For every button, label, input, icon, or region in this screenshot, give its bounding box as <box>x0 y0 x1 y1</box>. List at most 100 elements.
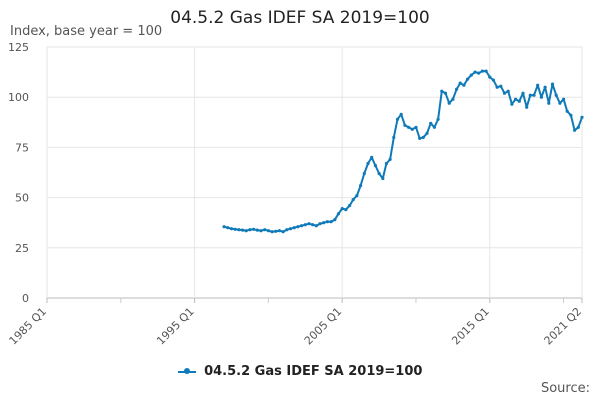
data-point <box>436 117 440 121</box>
data-point <box>536 83 540 87</box>
data-point <box>288 227 293 231</box>
x-tick-label: 2015 Q1 <box>449 305 492 348</box>
legend-entry: 04.5.2 Gas IDEF SA 2019=100 <box>204 364 423 379</box>
y-axis: 0 25 50 75 100 125 <box>8 41 29 305</box>
data-point <box>469 73 473 77</box>
data-point <box>277 229 281 233</box>
data-point <box>443 91 448 95</box>
data-point <box>477 71 481 75</box>
data-point <box>340 207 344 211</box>
data-point <box>580 115 584 119</box>
data-point <box>384 161 388 166</box>
data-point <box>558 101 562 105</box>
data-point <box>307 222 311 226</box>
data-point <box>373 163 377 168</box>
grid-lines <box>46 46 583 299</box>
data-point <box>259 229 263 233</box>
data-point <box>285 228 289 232</box>
data-point <box>432 125 436 129</box>
legend-swatch-icon <box>177 367 196 374</box>
data-point <box>336 212 341 216</box>
data-point <box>333 218 337 222</box>
legend[interactable]: 04.5.2 Gas IDEF SA 2019=100 <box>0 364 600 379</box>
data-point <box>266 229 270 233</box>
data-point <box>263 228 267 232</box>
x-axis: 1985 Q1 1995 Q1 2005 Q1 2015 Q1 2021 Q2 <box>7 298 585 348</box>
y-tick-label: 100 <box>8 91 29 104</box>
x-tick-label: 2005 Q1 <box>302 305 345 348</box>
data-point <box>300 224 304 228</box>
y-axis-label: Index, base year = 100 <box>10 24 163 39</box>
series-layer <box>222 69 584 234</box>
y-tick-label: 25 <box>15 242 29 255</box>
data-point <box>421 135 425 139</box>
data-point <box>407 125 411 129</box>
data-point <box>359 184 363 188</box>
data-point <box>414 125 418 129</box>
data-point <box>329 220 333 224</box>
data-point <box>565 109 569 113</box>
data-point <box>569 113 573 117</box>
data-point <box>514 97 518 101</box>
data-point <box>440 89 444 93</box>
data-point <box>521 91 525 95</box>
data-point <box>274 229 278 233</box>
data-point <box>429 121 433 125</box>
data-point <box>418 136 422 140</box>
data-point <box>248 228 252 232</box>
data-point <box>241 228 245 232</box>
source-label: Source: <box>540 381 590 396</box>
data-point <box>281 230 285 234</box>
data-point <box>318 222 322 226</box>
chart-title: 04.5.2 Gas IDEF SA 2019=100 <box>170 8 430 28</box>
data-point <box>495 85 499 89</box>
data-point <box>252 227 256 231</box>
data-point <box>525 105 529 109</box>
data-point <box>539 95 544 99</box>
data-point <box>237 228 241 232</box>
data-point <box>351 198 355 202</box>
data-point <box>244 229 248 233</box>
data-point <box>362 171 366 176</box>
data-point <box>296 225 300 229</box>
data-point <box>547 101 551 105</box>
data-point <box>576 125 580 129</box>
data-point <box>355 194 359 198</box>
data-point <box>506 89 510 93</box>
y-tick-label: 75 <box>15 141 29 154</box>
data-point <box>325 220 329 224</box>
data-point <box>491 78 495 82</box>
data-point <box>573 128 577 132</box>
data-point <box>425 131 429 135</box>
data-point <box>550 82 555 86</box>
data-point <box>528 93 532 97</box>
data-point <box>562 97 566 101</box>
data-point <box>222 225 226 229</box>
x-tick-label: 2021 Q2 <box>542 305 585 348</box>
data-point <box>543 85 547 89</box>
data-point <box>466 77 470 81</box>
data-point <box>314 224 318 228</box>
data-point <box>451 97 455 101</box>
data-point <box>502 91 507 95</box>
data-point <box>517 99 521 103</box>
data-point <box>303 223 307 227</box>
y-tick-label: 125 <box>8 41 29 54</box>
data-point <box>366 161 370 166</box>
data-point <box>377 171 381 176</box>
data-point <box>392 135 396 139</box>
data-point <box>484 69 488 73</box>
x-tick-label: 1985 Q1 <box>7 305 50 348</box>
data-point <box>292 226 296 230</box>
data-point <box>480 69 484 73</box>
y-tick-label: 0 <box>22 292 29 305</box>
data-point <box>458 81 462 85</box>
data-point <box>554 93 558 97</box>
data-point <box>370 155 374 159</box>
data-point <box>455 87 459 91</box>
data-point <box>447 101 451 105</box>
data-point <box>510 102 514 106</box>
series-line <box>223 70 583 233</box>
y-tick-label: 50 <box>15 192 29 205</box>
